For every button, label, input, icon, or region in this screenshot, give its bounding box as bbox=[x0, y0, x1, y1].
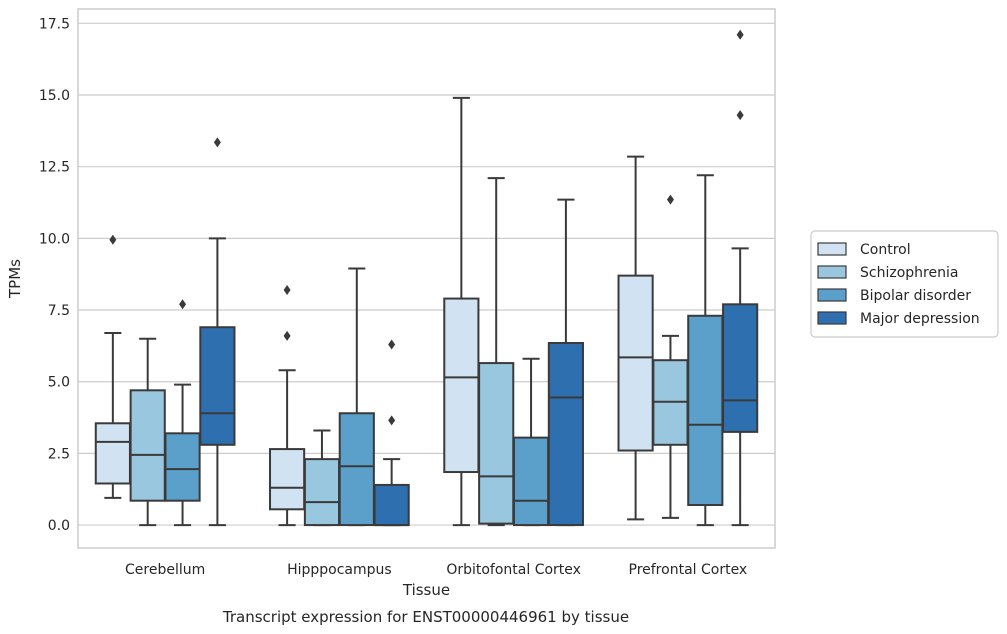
box-body bbox=[303, 458, 341, 527]
box-schizophrenia bbox=[478, 177, 515, 527]
y-tick-label: 17.5 bbox=[39, 16, 70, 32]
x-axis-label: Tissue bbox=[402, 581, 450, 599]
legend-swatch bbox=[817, 311, 847, 325]
box-body bbox=[338, 412, 375, 527]
outlier-point bbox=[736, 110, 744, 121]
legend: Control Schizophrenia Bipolar disorder Majo… bbox=[810, 230, 999, 338]
legend-item: Schizophrenia bbox=[817, 265, 958, 281]
x-tick-label: Orbitofontal Cortex bbox=[446, 562, 581, 578]
box-control bbox=[443, 96, 480, 527]
box-body bbox=[199, 326, 236, 446]
box-series bbox=[94, 29, 759, 527]
y-tick-label: 5.0 bbox=[48, 375, 70, 391]
box-major-depression bbox=[547, 198, 584, 527]
outlier-point bbox=[736, 29, 744, 40]
box-schizophrenia bbox=[129, 337, 166, 527]
box-body bbox=[269, 448, 306, 511]
legend-label: Schizophrenia bbox=[860, 265, 958, 281]
box-bipolar-disorder bbox=[338, 267, 375, 527]
outlier-point bbox=[213, 137, 221, 148]
outlier-point bbox=[666, 194, 674, 205]
box-body bbox=[94, 422, 131, 485]
y-tick-label: 7.5 bbox=[48, 303, 70, 319]
box-major-depression bbox=[722, 29, 759, 527]
box-body bbox=[547, 342, 584, 527]
box-control bbox=[269, 284, 306, 527]
legend-frame bbox=[810, 230, 999, 338]
y-tick-label: 10.0 bbox=[39, 231, 70, 247]
box-body bbox=[687, 314, 724, 506]
legend-label: Major depression bbox=[860, 311, 980, 327]
box-bipolar-disorder bbox=[512, 357, 550, 527]
legend-item: Bipolar disorder bbox=[817, 288, 971, 304]
box-body bbox=[164, 432, 201, 502]
y-tick-labels: 0.0 2.5 5.0 7.5 10.0 12.5 15.0 17.5 bbox=[39, 16, 70, 534]
box-major-depression bbox=[199, 137, 236, 527]
x-tick-label: Prefrontal Cortex bbox=[629, 562, 748, 578]
x-tick-label: Cerebellum bbox=[125, 562, 205, 578]
outlier-point bbox=[283, 284, 291, 295]
box-body bbox=[129, 389, 166, 502]
box-control bbox=[94, 234, 131, 499]
box-body bbox=[617, 274, 654, 452]
outlier-point bbox=[388, 339, 396, 350]
outlier-point bbox=[283, 330, 291, 341]
box-body bbox=[722, 303, 759, 433]
legend-item: Control bbox=[817, 242, 911, 258]
y-tick-label: 2.5 bbox=[48, 446, 70, 462]
outlier-point bbox=[109, 234, 117, 245]
y-tick-label: 15.0 bbox=[39, 88, 70, 104]
y-tick-label: 0.0 bbox=[48, 518, 70, 534]
outlier-point bbox=[388, 415, 396, 426]
y-tick-label: 12.5 bbox=[39, 160, 70, 176]
legend-item: Major depression bbox=[817, 311, 980, 327]
legend-label: Bipolar disorder bbox=[860, 288, 971, 304]
box-control bbox=[617, 155, 654, 521]
box-body bbox=[443, 297, 480, 474]
box-body bbox=[512, 436, 550, 527]
x-tick-label: Hipppocampus bbox=[287, 562, 392, 578]
outlier-point bbox=[179, 299, 187, 310]
box-major-depression bbox=[373, 339, 410, 527]
legend-swatch bbox=[817, 265, 847, 279]
plot-frame bbox=[77, 8, 776, 549]
y-axis-label: TPMs bbox=[6, 259, 24, 299]
box-bipolar-disorder bbox=[164, 299, 201, 527]
legend-swatch bbox=[817, 288, 847, 302]
box-bipolar-disorder bbox=[687, 174, 724, 527]
box-body bbox=[373, 483, 410, 527]
legend-label: Control bbox=[860, 242, 911, 258]
legend-swatch bbox=[817, 242, 847, 256]
x-tick-labels: Cerebellum Hipppocampus Orbitofontal Corte… bbox=[125, 562, 747, 578]
box-schizophrenia bbox=[303, 429, 341, 527]
box-schizophrenia bbox=[652, 194, 689, 519]
box-body bbox=[478, 362, 515, 525]
chart-caption: Transcript expression for ENST0000044696… bbox=[222, 608, 629, 626]
